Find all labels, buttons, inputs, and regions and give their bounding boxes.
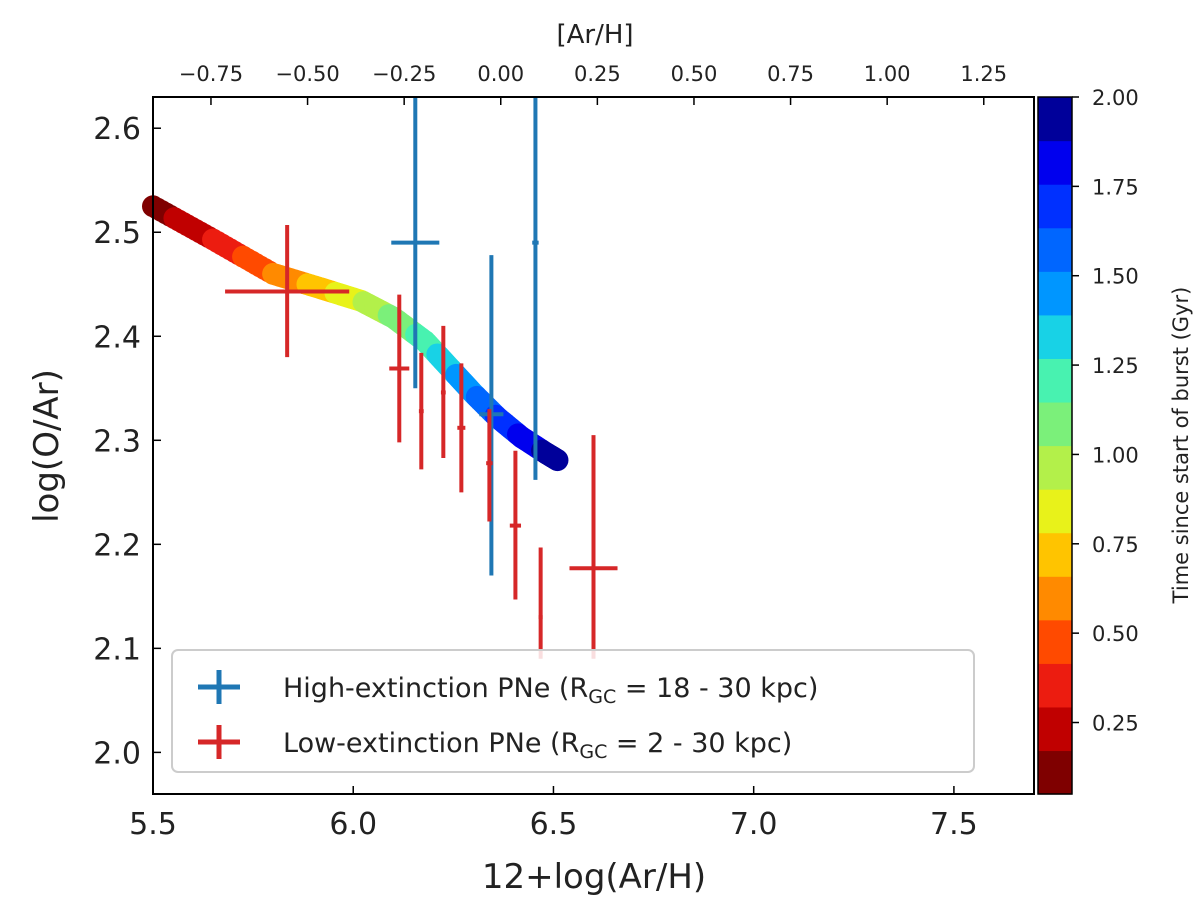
colorbar-tick-label: 2.00 bbox=[1092, 86, 1139, 110]
top-tick-label: −0.50 bbox=[275, 62, 339, 86]
colorbar-tick-label: 0.50 bbox=[1092, 622, 1139, 646]
data-point bbox=[538, 547, 543, 659]
colorbar-segment bbox=[1038, 401, 1072, 447]
colorbar-segment bbox=[1038, 227, 1072, 272]
colorbar-frame bbox=[1037, 96, 1073, 795]
data-point bbox=[509, 450, 522, 600]
data-point bbox=[391, 97, 440, 389]
data-point bbox=[532, 97, 539, 480]
y-tick-label: 2.1 bbox=[93, 632, 141, 667]
error-bars bbox=[225, 97, 618, 659]
top-tick-label: 0.25 bbox=[574, 62, 621, 86]
colorbar-segment bbox=[1038, 140, 1072, 185]
colorbar-segment bbox=[1038, 706, 1072, 752]
colorbar-segment bbox=[1038, 619, 1072, 664]
x-tick-label: 6.5 bbox=[530, 807, 578, 842]
colorbar-tick-label: 1.75 bbox=[1092, 175, 1139, 199]
data-point bbox=[389, 294, 410, 443]
data-point bbox=[418, 352, 424, 470]
legend-label: High-extinction PNe (RGC = 18 - 30 kpc) bbox=[283, 673, 818, 708]
colorbar-segment bbox=[1038, 489, 1072, 534]
top-tick-label: 1.00 bbox=[864, 62, 911, 86]
colorbar-tick-label: 1.50 bbox=[1092, 265, 1139, 289]
top-tick-label: 0.50 bbox=[671, 62, 718, 86]
top-tick-label: −0.75 bbox=[179, 62, 243, 86]
x-tick-label: 7.0 bbox=[730, 807, 778, 842]
colorbar: 0.25 0.50 0.75 1.00 1.25 1.50 1.75 2.00 bbox=[1038, 86, 1139, 795]
colorbar-segment bbox=[1038, 358, 1072, 403]
y-tick-label: 2.0 bbox=[93, 736, 141, 771]
colorbar-segment bbox=[1038, 314, 1072, 359]
x-tick-label: 7.5 bbox=[930, 807, 978, 842]
colorbar-segment bbox=[1038, 271, 1072, 316]
colorbar-label: Time since start of burst (Gyr) bbox=[1169, 287, 1193, 605]
y-tick-label: 2.5 bbox=[93, 216, 141, 251]
data-point bbox=[569, 435, 618, 659]
x-tick-label: 5.5 bbox=[129, 807, 177, 842]
axis-ticks: 5.5 6.0 6.5 7.0 7.5 2.0 2.1 2.2 2.3 2.4 2.5 2.6 −0.7… bbox=[93, 62, 1007, 842]
legend-label: Low-extinction PNe (RGC = 2 - 30 kpc) bbox=[283, 728, 792, 763]
y-tick-label: 2.4 bbox=[93, 320, 141, 355]
x-tick-label: 6.0 bbox=[329, 807, 377, 842]
legend: High-extinction PNe (RGC = 18 - 30 kpc) L… bbox=[171, 649, 975, 773]
y-tick-label: 2.2 bbox=[93, 528, 141, 563]
data-point bbox=[486, 409, 493, 522]
legend-entry: Low-extinction PNe (RGC = 2 - 30 kpc) bbox=[198, 725, 792, 763]
legend-entry: High-extinction PNe (RGC = 18 - 30 kpc) bbox=[198, 670, 818, 708]
colorbar-tick-label: 1.00 bbox=[1092, 443, 1139, 467]
colorbar-tick-label: 0.25 bbox=[1092, 712, 1139, 736]
colorbar-segment bbox=[1038, 532, 1072, 577]
top-tick-label: 0.00 bbox=[477, 62, 524, 86]
colorbar-tick-label: 0.75 bbox=[1092, 533, 1139, 557]
data-point bbox=[479, 255, 504, 576]
legend-box bbox=[171, 649, 975, 773]
y-tick-label: 2.3 bbox=[93, 424, 141, 459]
top-tick-label: 0.75 bbox=[767, 62, 814, 86]
data-point bbox=[457, 363, 466, 493]
colorbar-segment bbox=[1038, 576, 1072, 621]
colorbar-segment bbox=[1038, 184, 1072, 229]
colorbar-segment bbox=[1038, 445, 1072, 490]
top-tick-label: 1.25 bbox=[960, 62, 1007, 86]
top-tick-label: −0.25 bbox=[372, 62, 436, 86]
colorbar-segment bbox=[1038, 97, 1072, 142]
y-tick-label: 2.6 bbox=[93, 112, 141, 147]
top-axis-label: [Ar/H] bbox=[556, 20, 633, 50]
colorbar-segment bbox=[1038, 750, 1072, 795]
y-axis-label: log(O/Ar) bbox=[27, 369, 67, 523]
colorbar-tick-label: 1.25 bbox=[1092, 354, 1139, 378]
colorbar-segment bbox=[1038, 663, 1072, 708]
x-axis-label: 12+log(Ar/H) bbox=[482, 857, 706, 897]
track-point bbox=[546, 449, 569, 472]
data-point bbox=[440, 325, 446, 458]
data-point bbox=[225, 224, 350, 358]
plot-frame bbox=[152, 96, 1035, 795]
